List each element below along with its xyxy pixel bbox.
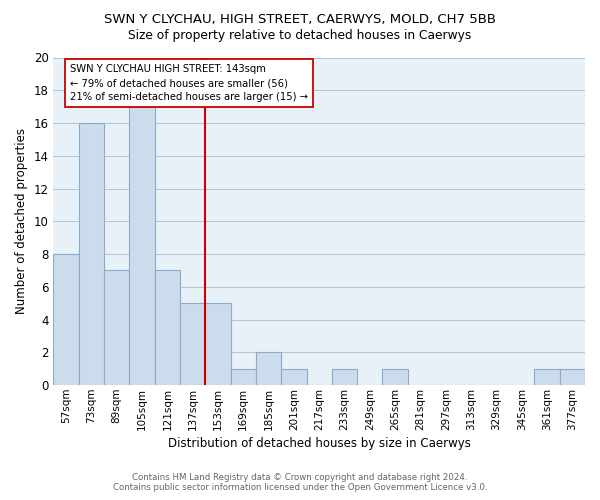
Bar [256,352,281,385]
Bar [104,270,130,385]
Bar [230,369,256,385]
Bar [535,369,560,385]
Bar [180,303,205,385]
Bar [53,254,79,385]
Bar [281,369,307,385]
Y-axis label: Number of detached properties: Number of detached properties [15,128,28,314]
Bar [79,123,104,385]
Text: Size of property relative to detached houses in Caerwys: Size of property relative to detached ho… [128,29,472,42]
Text: SWN Y CLYCHAU, HIGH STREET, CAERWYS, MOLD, CH7 5BB: SWN Y CLYCHAU, HIGH STREET, CAERWYS, MOL… [104,12,496,26]
Text: SWN Y CLYCHAU HIGH STREET: 143sqm
← 79% of detached houses are smaller (56)
21% : SWN Y CLYCHAU HIGH STREET: 143sqm ← 79% … [70,64,308,102]
Bar [382,369,408,385]
Bar [155,270,180,385]
Bar [560,369,585,385]
Bar [332,369,357,385]
X-axis label: Distribution of detached houses by size in Caerwys: Distribution of detached houses by size … [168,437,470,450]
Text: Contains HM Land Registry data © Crown copyright and database right 2024.
Contai: Contains HM Land Registry data © Crown c… [113,473,487,492]
Bar [130,106,155,385]
Bar [205,303,230,385]
